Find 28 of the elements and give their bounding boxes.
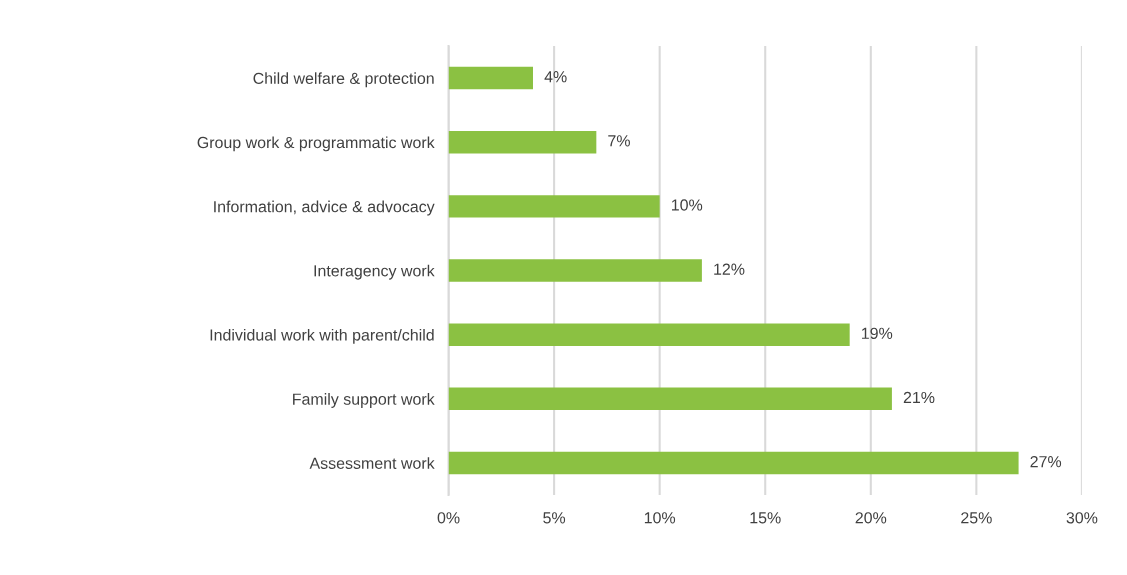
data-label: 10% xyxy=(672,199,703,211)
bar xyxy=(448,387,892,411)
bar xyxy=(448,323,850,346)
bar xyxy=(448,66,533,90)
data-label: 4% xyxy=(544,71,567,83)
x-tick-label: 15% xyxy=(750,512,781,524)
x-tick-label: 10% xyxy=(644,512,676,524)
y-tick-label: Child welfare & protection xyxy=(253,72,434,88)
bar xyxy=(448,195,660,218)
y-tick-label: Group work & programmatic work xyxy=(197,136,435,152)
y-tick-label: Individual work with parent/child xyxy=(210,328,434,344)
bar xyxy=(448,259,702,282)
y-tick-label: Assessment work xyxy=(309,457,435,469)
data-label: 12% xyxy=(714,263,745,275)
y-tick-label: Family support work xyxy=(293,393,435,408)
x-tick-label: 5% xyxy=(543,512,566,524)
x-tick-label: 0% xyxy=(437,512,460,524)
y-tick-label: Interagency work xyxy=(314,264,435,280)
y-tick-label: Information, advice & advocacy xyxy=(214,200,435,216)
data-label: 21% xyxy=(903,391,935,404)
data-label: 19% xyxy=(862,327,893,339)
x-tick-label: 30% xyxy=(1066,512,1098,524)
bar xyxy=(448,131,597,154)
bar xyxy=(448,451,1019,475)
x-tick-label: 25% xyxy=(961,512,992,524)
x-tick-label: 20% xyxy=(855,512,887,524)
data-label: 27% xyxy=(1030,455,1062,468)
data-label: 7% xyxy=(608,135,630,147)
